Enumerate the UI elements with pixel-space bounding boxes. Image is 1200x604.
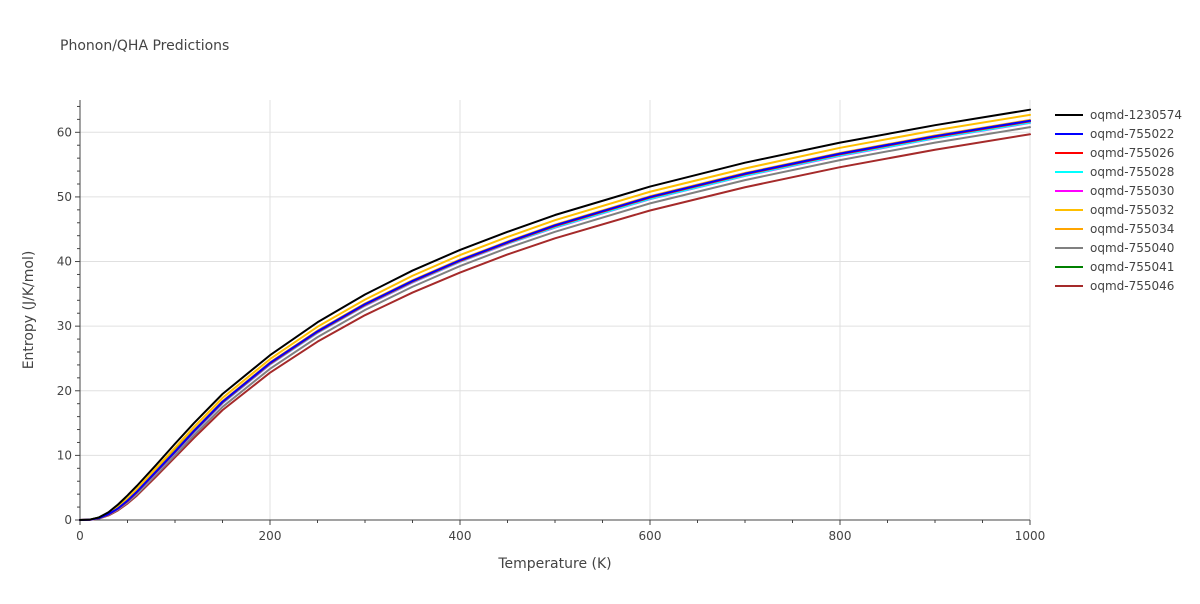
- y-tick-label: 40: [57, 255, 72, 269]
- series-line-oqmd-755034: [79, 119, 1031, 521]
- legend-item[interactable]: oqmd-755046: [1055, 279, 1174, 293]
- x-axis-title: Temperature (K): [497, 556, 611, 572]
- series-line-oqmd-755040: [79, 126, 1031, 521]
- legend-label: oqmd-755032: [1090, 203, 1174, 217]
- legend-item[interactable]: oqmd-1230574: [1055, 108, 1182, 122]
- legend-item[interactable]: oqmd-755028: [1055, 165, 1174, 179]
- chart-title: Phonon/QHA Predictions: [60, 38, 229, 54]
- series-line-oqmd-755026: [79, 120, 1031, 521]
- x-tick-label: 600: [639, 529, 662, 543]
- axes: [75, 100, 1031, 525]
- legend-label: oqmd-755040: [1090, 241, 1174, 255]
- series-line-oqmd-755028: [79, 121, 1031, 521]
- y-tick-label: 20: [57, 384, 72, 398]
- legend-item[interactable]: oqmd-755026: [1055, 146, 1174, 160]
- y-tick-label: 10: [57, 448, 72, 462]
- legend-item[interactable]: oqmd-755022: [1055, 127, 1174, 141]
- legend: oqmd-1230574 oqmd-755022 oqmd-755026 oqmd-7…: [1055, 108, 1182, 293]
- legend-label: oqmd-755046: [1090, 279, 1174, 293]
- y-tick-label: 60: [57, 125, 72, 139]
- legend-item[interactable]: oqmd-755030: [1055, 184, 1174, 198]
- legend-label: oqmd-755034: [1090, 222, 1174, 236]
- legend-item[interactable]: oqmd-755041: [1055, 260, 1174, 274]
- y-tick-label: 30: [57, 319, 72, 333]
- legend-label: oqmd-755026: [1090, 146, 1174, 160]
- series-line-oqmd-755022: [79, 119, 1031, 521]
- series-line-oqmd-755030: [79, 121, 1031, 521]
- series-line-oqmd-1230574: [79, 108, 1031, 521]
- x-tick-label: 800: [829, 529, 852, 543]
- series-line-oqmd-755046: [79, 133, 1031, 521]
- series-line-oqmd-755041: [79, 120, 1031, 521]
- legend-item[interactable]: oqmd-755034: [1055, 222, 1174, 236]
- x-tick-label: 200: [259, 529, 282, 543]
- series-line-oqmd-755032: [79, 113, 1031, 521]
- legend-label: oqmd-1230574: [1090, 108, 1182, 122]
- y-axis-title: Entropy (J/K/mol): [21, 251, 37, 370]
- legend-item[interactable]: oqmd-755032: [1055, 203, 1174, 217]
- y-tick-label: 50: [57, 190, 72, 204]
- x-tick-label: 1000: [1015, 529, 1046, 543]
- legend-label: oqmd-755028: [1090, 165, 1174, 179]
- series-lines: [79, 108, 1031, 521]
- legend-item[interactable]: oqmd-755040: [1055, 241, 1174, 255]
- grid-lines: [80, 100, 1031, 520]
- x-tick-label: 0: [76, 529, 84, 543]
- y-tick-label: 0: [64, 513, 72, 527]
- legend-label: oqmd-755030: [1090, 184, 1174, 198]
- x-tick-label: 400: [449, 529, 472, 543]
- legend-label: oqmd-755022: [1090, 127, 1174, 141]
- legend-label: oqmd-755041: [1090, 260, 1174, 274]
- tick-labels: 0 200 400 600 800 1000 0 10 20 30 40 50 60: [57, 125, 1046, 543]
